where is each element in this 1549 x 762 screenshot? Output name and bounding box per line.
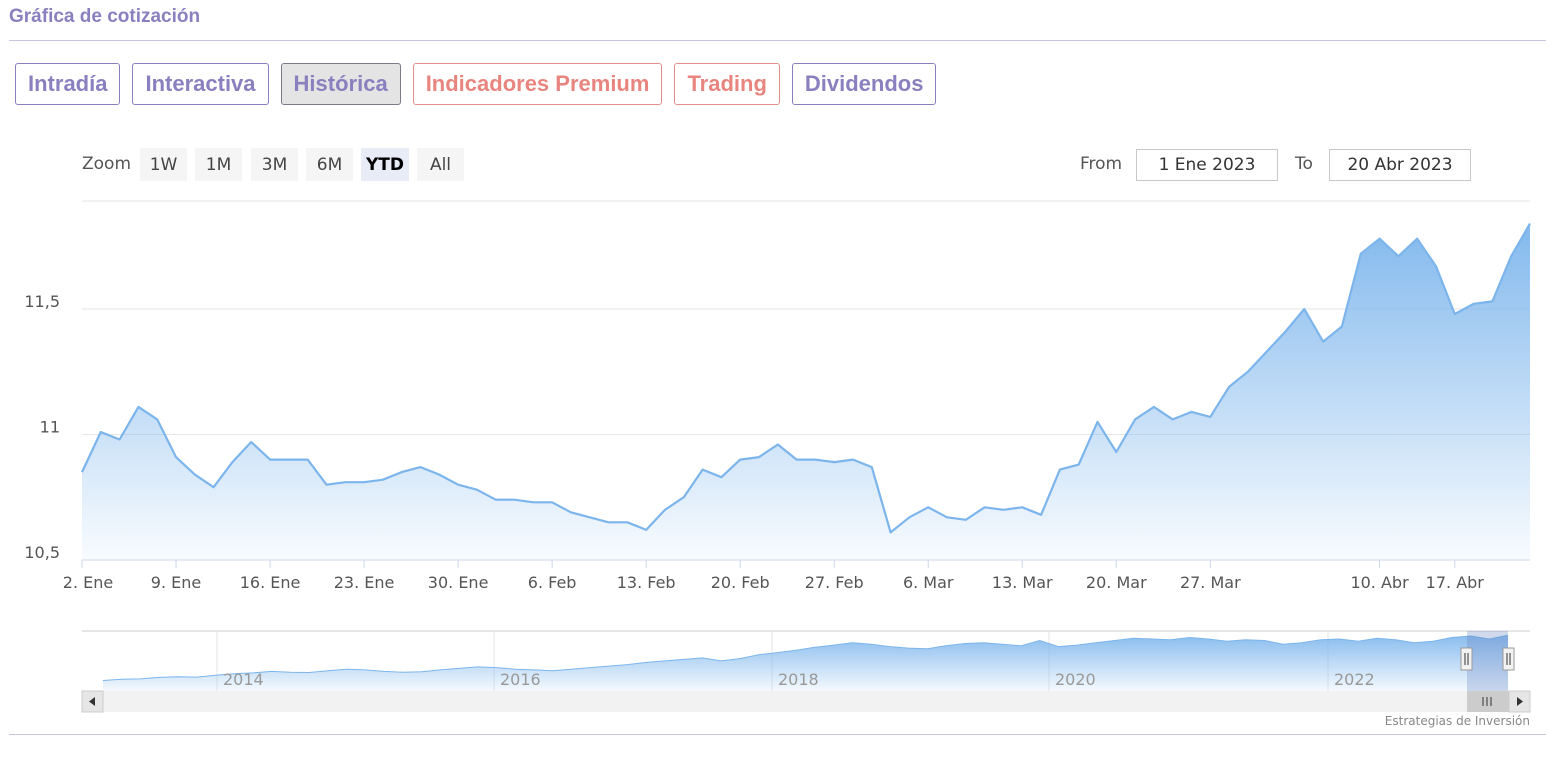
y-tick-label: 10,5 — [24, 543, 60, 562]
x-axis-ticks: 2. Ene 9. Ene 16. Ene 23. Ene 30. Ene 6. Feb 1… — [63, 560, 1485, 592]
zoom-1w-button[interactable]: 1W — [140, 148, 187, 181]
zoom-1m-button[interactable]: 1M — [195, 148, 242, 181]
tab-dividendos[interactable]: Dividendos — [791, 63, 937, 105]
range-to-input[interactable]: 20 Abr 2023 — [1329, 149, 1471, 181]
tab-historica[interactable]: Histórica — [280, 63, 401, 105]
navigator[interactable]: 2014 2016 2018 2020 2022 — [81, 630, 1531, 713]
x-tick-label: 17. Abr — [1426, 573, 1485, 592]
zoom-ytd-button[interactable]: YTD — [361, 148, 409, 181]
navigator-line — [102, 634, 1509, 681]
x-tick-label: 23. Ene — [334, 573, 395, 592]
x-tick-label: 27. Mar — [1180, 573, 1241, 592]
scroll-right-arrow-icon — [1517, 697, 1523, 706]
divider — [9, 40, 1546, 41]
x-tick-label: 13. Feb — [617, 573, 676, 592]
navigator-year-label: 2018 — [778, 670, 819, 689]
x-tick-label: 16. Ene — [240, 573, 301, 592]
zoom-all-button[interactable]: All — [417, 148, 464, 181]
tab-indicadores-premium[interactable]: Indicadores Premium — [412, 63, 663, 105]
credits-text: Estrategias de Inversión — [1384, 714, 1530, 728]
divider-bottom — [9, 734, 1546, 735]
x-tick-label: 6. Feb — [528, 573, 577, 592]
y-axis-ticks: 10,5 11 11,5 — [24, 292, 60, 562]
x-tick-label: 13. Mar — [992, 573, 1053, 592]
tab-interactiva[interactable]: Interactiva — [132, 63, 269, 105]
x-tick-label: 20. Mar — [1086, 573, 1147, 592]
tab-trading[interactable]: Trading — [674, 63, 780, 105]
navigator-year-label: 2014 — [223, 670, 264, 689]
x-tick-label: 10. Abr — [1350, 573, 1409, 592]
range-from-label: From — [1080, 154, 1123, 174]
zoom-label: Zoom — [82, 154, 132, 174]
chart-tabs: Intradía Interactiva Histórica Indicador… — [15, 63, 937, 105]
scrollbar-track[interactable] — [82, 691, 1530, 712]
page-title: Gráfica de cotización — [9, 6, 201, 27]
price-area — [82, 223, 1530, 560]
navigator-selection[interactable] — [1467, 631, 1508, 691]
price-line — [81, 223, 1531, 534]
navigator-handle-right[interactable] — [1502, 647, 1515, 671]
x-tick-label: 2. Ene — [63, 573, 113, 592]
navigator-year-label: 2022 — [1334, 670, 1375, 689]
y-tick-label: 11 — [40, 417, 60, 436]
scroll-left-arrow-icon — [89, 697, 95, 706]
x-tick-label: 27. Feb — [805, 573, 864, 592]
navigator-area — [103, 635, 1508, 691]
navigator-year-label: 2016 — [500, 670, 541, 689]
range-from-input[interactable]: 1 Ene 2023 — [1136, 149, 1278, 181]
tab-intradia[interactable]: Intradía — [15, 63, 121, 105]
zoom-3m-button[interactable]: 3M — [251, 148, 298, 181]
x-tick-label: 6. Mar — [903, 573, 954, 592]
navigator-year-label: 2020 — [1055, 670, 1096, 689]
x-tick-label: 30. Ene — [428, 573, 489, 592]
range-to-label: To — [1295, 154, 1313, 174]
x-tick-label: 9. Ene — [151, 573, 201, 592]
x-tick-label: 20. Feb — [711, 573, 770, 592]
scrollbar-thumb[interactable] — [1467, 691, 1509, 712]
navigator-handle-left[interactable] — [1460, 647, 1473, 671]
y-tick-label: 11,5 — [24, 292, 60, 311]
zoom-6m-button[interactable]: 6M — [306, 148, 353, 181]
